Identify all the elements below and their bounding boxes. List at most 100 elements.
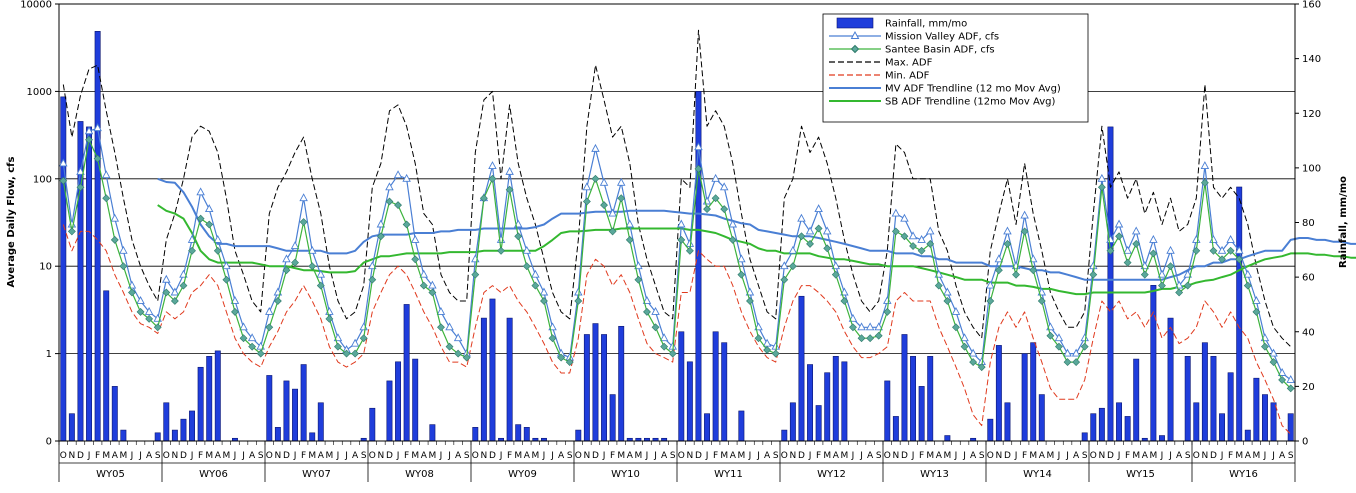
month-label: N <box>687 451 694 461</box>
month-label: D <box>180 451 187 461</box>
rainfall-bar <box>583 334 590 442</box>
sb-adf-marker <box>917 246 926 255</box>
mv-adf-marker <box>76 166 85 175</box>
legend-label: Min. ADF <box>885 71 930 82</box>
mv-adf-marker <box>1149 234 1158 243</box>
rainfall-bar <box>283 380 290 442</box>
month-label: A <box>833 451 840 461</box>
mv-adf-marker <box>848 313 858 322</box>
month-label: M <box>1149 451 1157 461</box>
mv-adf-marker <box>642 296 652 304</box>
rainfall-bar <box>120 429 127 442</box>
rainfall-bar <box>1090 413 1097 442</box>
mv-adf-marker <box>1226 234 1235 243</box>
sb-adf-marker <box>239 334 248 343</box>
month-label: M <box>926 451 934 461</box>
month-label: S <box>979 451 985 461</box>
right-tick-label: 0 <box>1302 437 1308 448</box>
month-label: J <box>1117 451 1121 461</box>
sb-adf-marker <box>1089 270 1098 279</box>
legend-label: MV ADF Trendline (12 mo Mov Avg) <box>885 84 1061 95</box>
month-label: D <box>798 451 805 461</box>
legend-label: Max. ADF <box>885 58 933 69</box>
rainfall-bar <box>189 410 196 442</box>
sb-adf-marker <box>625 235 634 244</box>
sb-adf-marker <box>273 297 282 305</box>
sb-adf-marker <box>1278 375 1287 384</box>
mv-adf-marker <box>428 280 437 289</box>
mv-adf-marker <box>865 322 875 331</box>
month-label: M <box>1029 451 1037 461</box>
mv-adf-marker <box>1157 269 1167 278</box>
left-tick-label: 1000 <box>27 87 52 98</box>
sb-adf-marker <box>900 232 909 241</box>
right-tick-label: 100 <box>1302 163 1321 174</box>
mv-adf-marker <box>1054 333 1064 342</box>
sb-adf-marker <box>763 346 772 354</box>
mv-adf-marker <box>960 333 969 342</box>
month-label: S <box>670 451 676 461</box>
month-label: O <box>781 451 788 461</box>
left-tick-label: 1 <box>46 349 52 360</box>
month-label: M <box>737 451 745 461</box>
legend-label: SB ADF Trendline (12mo Mov Avg) <box>885 97 1055 108</box>
sb-adf-marker <box>119 262 128 271</box>
rainfall-bar <box>832 356 839 442</box>
legend: Rainfall, mm/mo Mission Valley ADF, cfs Sa… <box>822 13 1089 123</box>
sb-adf-marker <box>1029 266 1038 275</box>
sb-adf-marker <box>866 334 875 343</box>
legend-label: Santee Basin ADF, cfs <box>885 45 995 56</box>
rainfall-bar <box>798 295 805 442</box>
rainfall-bar <box>1081 432 1088 442</box>
mv-adf-marker <box>1183 269 1192 278</box>
month-label: M <box>840 451 848 461</box>
sb-adf-marker <box>1072 358 1081 366</box>
month-label: A <box>146 451 153 461</box>
sb-adf-marker <box>814 224 823 233</box>
sb-adf-marker <box>265 323 274 332</box>
mv-adf-marker <box>831 261 841 270</box>
mv-adf-marker <box>986 280 995 289</box>
sb-adf-marker <box>994 266 1003 275</box>
month-label: D <box>283 451 290 461</box>
sb-adf-marker <box>153 323 162 332</box>
mv-adf-marker <box>891 208 901 217</box>
right-tick-label: 60 <box>1302 273 1315 284</box>
mv-adf-marker <box>59 158 68 167</box>
month-label: A <box>524 451 531 461</box>
month-label: N <box>481 451 488 461</box>
month-label: J <box>233 451 237 461</box>
mv-adf-marker <box>170 287 180 296</box>
month-label: N <box>172 451 179 461</box>
mv-adf-marker <box>762 338 772 347</box>
month-label: J <box>748 451 752 461</box>
mv-adf-marker <box>144 306 154 315</box>
rainfall-bar <box>309 432 316 442</box>
rainfall-bar <box>601 334 608 442</box>
month-label: M <box>102 451 110 461</box>
month-label: M <box>1235 451 1243 461</box>
rainfall-bar <box>1236 186 1243 442</box>
water-year-label: WY13 <box>920 469 949 480</box>
rainfall-bar <box>678 331 685 442</box>
sb-adf-marker <box>926 239 935 248</box>
month-label: D <box>77 451 84 461</box>
month-label: N <box>584 451 591 461</box>
y-axis-title-right: Rainfall, mm/mo <box>1338 176 1349 268</box>
month-label: N <box>1202 451 1209 461</box>
month-label: A <box>1176 451 1183 461</box>
mv-adf-marker <box>84 126 94 135</box>
mv-adf-marker <box>445 322 454 331</box>
legend-swatch <box>836 17 874 29</box>
month-label: J <box>138 451 142 461</box>
mv-adf-marker <box>908 231 918 240</box>
month-label: A <box>627 451 634 461</box>
sb-adf-marker <box>677 235 686 244</box>
water-year-label: WY10 <box>611 469 640 480</box>
mv-adf-marker <box>1209 234 1218 243</box>
mv-adf-marker <box>599 177 609 186</box>
month-label: S <box>361 451 367 461</box>
mv-adf-marker <box>968 348 978 357</box>
water-year-label: WY09 <box>508 469 537 480</box>
sb-adf-marker <box>325 314 334 323</box>
